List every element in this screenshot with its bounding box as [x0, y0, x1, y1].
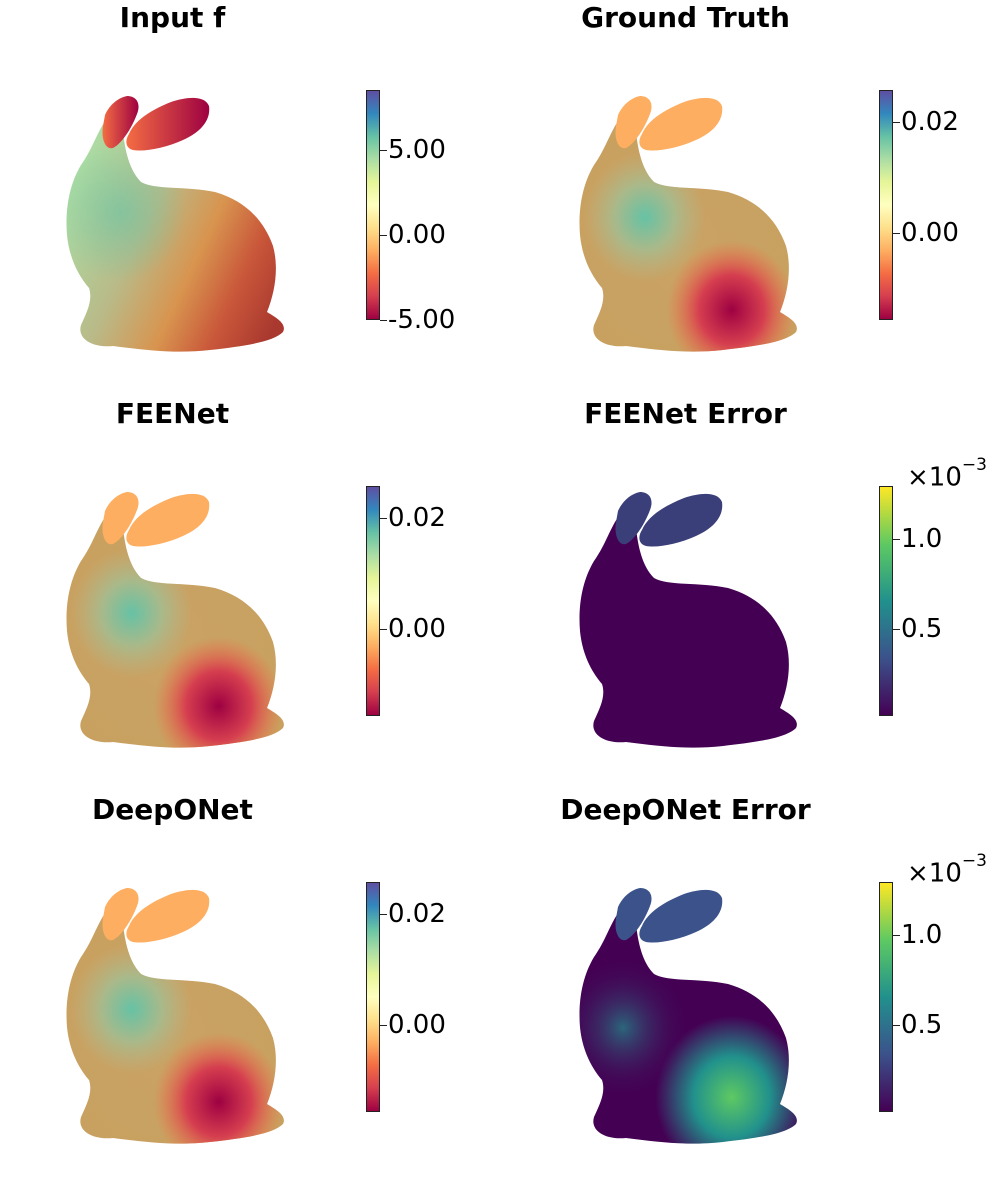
- deeponet-error-exponent-power: −3: [961, 851, 987, 871]
- feenet-error-bunny-surface: [579, 492, 797, 748]
- deeponet-colorbar-tick: [380, 1024, 387, 1026]
- feenet-error-colorbar-tick: [893, 538, 900, 540]
- input-f-colorbar-tick-label: 0.00: [388, 219, 446, 250]
- input-f-ear-left: [102, 96, 139, 149]
- feenet-error-colorbar-exponent: ×10−3: [907, 455, 987, 493]
- ground-truth-colorbar-tick-label: 0.00: [901, 217, 959, 248]
- panel-deeponet: DeepONet 0.02 0.00: [0, 792, 480, 1182]
- feenet-error-ear-left: [615, 492, 652, 545]
- ground-truth-colorbar-tick: [893, 232, 900, 234]
- feenet-error-exponent-base: ×10: [907, 462, 962, 493]
- input-f-colorbar: [366, 90, 380, 320]
- feenet-bunny-surface: [66, 492, 284, 748]
- feenet-error-title: FEENet Error: [584, 397, 787, 430]
- ground-truth-body-lowlight: [579, 119, 797, 352]
- feenet-colorbar-tick: [380, 518, 387, 520]
- deeponet-ear-left: [102, 888, 139, 941]
- deeponet-body-lowlight: [66, 911, 284, 1144]
- feenet-colorbar-tick: [380, 628, 387, 630]
- deeponet-colorbar: [366, 882, 380, 1112]
- panel-feenet-error: FEENet Error 1.0 0.5 ×10−3: [513, 396, 993, 786]
- feenet-error-body-highlight: [579, 515, 797, 748]
- input-f-colorbar-tick-label: 5.00: [388, 134, 446, 165]
- deeponet-colorbar-tick: [380, 914, 387, 916]
- deeponet-error-body-highlight: [579, 911, 797, 1144]
- ground-truth-colorbar: [879, 90, 893, 320]
- input-f-colorbar-tick: [380, 149, 387, 151]
- ground-truth-bunny-surface: [579, 96, 797, 352]
- deeponet-error-ear-left: [615, 888, 652, 941]
- ground-truth-colorbar-tick: [893, 122, 900, 124]
- feenet-colorbar: [366, 486, 380, 716]
- input-f-colorbar-tick-label: -5.00: [388, 305, 456, 335]
- deeponet-colorbar-tick-label: 0.02: [388, 899, 446, 930]
- panel-feenet: FEENet 0.02 0.00: [0, 396, 480, 786]
- ground-truth-ear-left: [615, 96, 652, 149]
- input-f-title: Input f: [119, 1, 226, 34]
- deeponet-error-colorbar-tick-label: 0.5: [901, 1009, 943, 1040]
- feenet-error-exponent-power: −3: [961, 455, 987, 475]
- deeponet-error-exponent-base: ×10: [907, 858, 962, 889]
- input-f-bunny-surface: [66, 96, 284, 352]
- deeponet-error-colorbar-exponent: ×10−3: [907, 851, 987, 889]
- feenet-error-colorbar-tick: [893, 628, 900, 630]
- deeponet-error-colorbar: [879, 882, 893, 1112]
- ground-truth-title: Ground Truth: [581, 1, 790, 34]
- ground-truth-colorbar-tick-label: 0.02: [901, 107, 959, 138]
- panel-ground-truth: Ground Truth 0.02 0.00: [513, 0, 993, 390]
- panel-deeponet-error: DeepONet Error 1.0 0.5 ×10−3: [513, 792, 993, 1182]
- feenet-ear-left: [102, 492, 139, 545]
- deeponet-error-title: DeepONet Error: [560, 793, 811, 826]
- feenet-error-colorbar-tick-label: 0.5: [901, 613, 943, 644]
- feenet-title: FEENet: [115, 397, 230, 430]
- deeponet-error-ear-right: [639, 889, 723, 943]
- ground-truth-ear-right: [639, 97, 723, 151]
- deeponet-colorbar-tick-label: 0.00: [388, 1009, 446, 1040]
- input-f-colorbar-tick: [380, 234, 387, 236]
- feenet-ear-right: [126, 493, 210, 547]
- feenet-colorbar-tick-label: 0.00: [388, 613, 446, 644]
- feenet-body-lowlight: [66, 515, 284, 748]
- feenet-error-colorbar-tick-label: 1.0: [901, 523, 943, 554]
- deeponet-title: DeepONet: [92, 793, 253, 826]
- feenet-colorbar-tick-label: 0.02: [388, 503, 446, 534]
- deeponet-bunny-surface: [66, 888, 284, 1144]
- deeponet-ear-right: [126, 889, 210, 943]
- deeponet-error-bunny-surface: [579, 888, 797, 1144]
- deeponet-error-colorbar-tick-label: 1.0: [901, 919, 943, 950]
- panel-input-f: Input f 5.00 0.00 -5.00: [0, 0, 480, 390]
- input-f-body-highlight: [66, 119, 284, 352]
- feenet-error-ear-right: [639, 493, 723, 547]
- deeponet-error-colorbar-tick: [893, 934, 900, 936]
- input-f-ear-right: [126, 97, 210, 151]
- input-f-colorbar-tick: [380, 320, 387, 321]
- deeponet-error-colorbar-tick: [893, 1024, 900, 1026]
- feenet-error-colorbar: [879, 486, 893, 716]
